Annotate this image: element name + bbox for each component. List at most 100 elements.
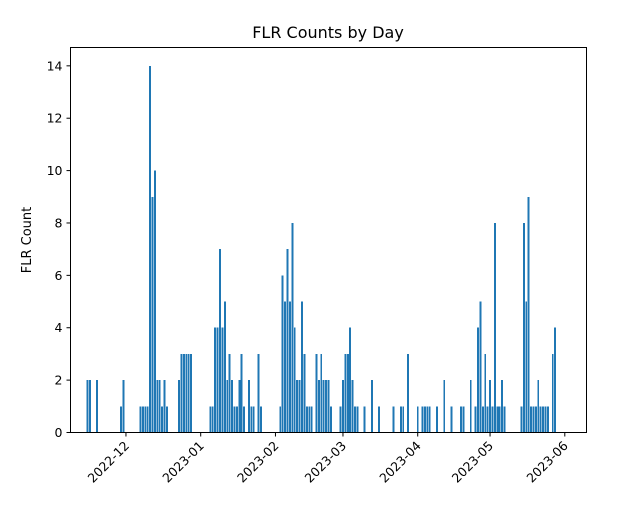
bar-2023-05-22 (539, 406, 542, 433)
bar-2023-05-23 (542, 406, 545, 433)
bar-2022-11-30 (122, 380, 125, 433)
bar-2022-11-29 (120, 406, 123, 433)
bar-2023-01-06 (211, 406, 214, 433)
bar-2022-12-09 (144, 406, 147, 433)
bar-2023-03-01 (342, 380, 344, 433)
y-tick-label: 12 (47, 111, 63, 126)
bar-2023-04-27 (479, 301, 482, 433)
bar-2023-02-06 (286, 249, 289, 433)
bar-2023-02-24 (329, 406, 332, 433)
bar-2023-02-28 (339, 406, 342, 433)
x-tick-label: 2023-06 (523, 438, 571, 486)
bar-2023-05-07 (503, 406, 506, 433)
bar-2023-02-16 (310, 406, 313, 433)
bar-2023-01-13 (228, 353, 231, 433)
bar-2022-11-15 (86, 380, 89, 433)
bar-2023-03-10 (363, 406, 366, 433)
bar-2023-01-05 (209, 406, 212, 433)
bar-2022-12-12 (151, 196, 154, 433)
y-axis-label: FLR Count (20, 207, 35, 274)
bar-2022-12-10 (146, 406, 149, 433)
bar-2023-04-20 (462, 406, 465, 433)
bar-2023-05-28 (554, 327, 557, 433)
bar-2022-12-11 (149, 65, 152, 433)
bar-2022-12-17 (163, 380, 166, 433)
bar-2023-01-07 (214, 327, 217, 433)
bar-2023-05-18 (530, 406, 533, 433)
y-tick-label: 6 (55, 268, 63, 283)
bar-2023-03-28 (407, 353, 410, 433)
bar-2023-01-23 (252, 406, 255, 433)
bar-2023-02-05 (284, 301, 287, 433)
bar-2023-05-17 (527, 196, 530, 433)
bar-2022-12-07 (139, 406, 142, 433)
bar-2023-02-18 (315, 353, 318, 433)
bar-2022-12-14 (156, 380, 159, 433)
bar-2023-01-18 (240, 353, 243, 433)
bar-2023-05-06 (501, 380, 504, 433)
bar-2023-04-30 (486, 406, 489, 433)
bar-2023-05-25 (546, 406, 549, 433)
bar-2022-12-27 (187, 353, 190, 433)
bar-2023-05-19 (532, 406, 535, 433)
bar-2023-04-03 (421, 406, 424, 433)
bar-2023-01-25 (257, 353, 260, 433)
bar-2023-04-05 (426, 406, 429, 433)
bar-2023-05-24 (544, 406, 547, 433)
bar-2023-05-16 (525, 301, 528, 433)
bar-2022-12-25 (182, 353, 185, 433)
x-axis-ticks: 2022-12 2023-01 2023-02 2023-03 2023-04 2023-… (85, 432, 571, 486)
bar-2023-02-14 (305, 406, 308, 433)
bar-2023-01-26 (260, 406, 262, 433)
bar-2023-05-21 (537, 380, 540, 433)
bar-2023-03-16 (378, 406, 381, 433)
bar-2023-03-13 (370, 380, 373, 433)
x-tick-label: 2023-02 (234, 438, 282, 486)
y-tick-label: 2 (55, 373, 63, 388)
x-tick-label: 2023-05 (449, 438, 497, 486)
bar-2023-01-12 (226, 380, 229, 433)
bar-2023-05-02 (491, 406, 494, 433)
bar-2023-04-04 (423, 406, 426, 433)
bar-2023-04-26 (477, 327, 479, 433)
bar-2023-04-28 (481, 406, 484, 433)
bar-2022-12-08 (141, 406, 144, 433)
bar-2022-12-24 (180, 353, 183, 433)
bar-2023-03-25 (399, 406, 402, 433)
bar-2023-04-15 (450, 406, 453, 433)
bar-2022-12-23 (178, 380, 180, 433)
bar-2023-02-04 (281, 275, 284, 433)
x-tick-label: 2023-01 (159, 438, 207, 486)
bar-2023-02-21 (322, 380, 325, 433)
bar-2023-03-02 (344, 353, 347, 433)
bar-series (86, 65, 557, 433)
bar-2023-01-16 (235, 406, 238, 433)
bar-2023-04-09 (436, 406, 438, 433)
bar-2023-01-19 (243, 406, 246, 433)
y-tick-label: 10 (47, 163, 63, 178)
bar-2023-02-15 (308, 406, 311, 433)
bar-2023-03-03 (346, 353, 349, 433)
bar-2023-03-04 (349, 327, 352, 433)
bar-2023-02-22 (325, 380, 328, 433)
bar-2023-04-29 (484, 353, 487, 433)
bar-2023-04-23 (469, 380, 472, 433)
bar-2023-02-23 (327, 380, 330, 433)
bar-2023-01-10 (221, 327, 224, 433)
bar-2023-05-27 (551, 353, 554, 433)
bar-2023-05-03 (493, 222, 496, 433)
bar-2023-02-07 (288, 301, 291, 433)
bar-2023-01-09 (219, 249, 221, 433)
bar-2023-02-20 (320, 353, 323, 433)
bar-2022-11-16 (88, 380, 91, 433)
bar-2022-12-15 (158, 380, 161, 433)
bar-2023-04-01 (416, 406, 419, 433)
bar-2023-05-14 (520, 406, 523, 433)
x-tick-label: 2023-04 (376, 438, 424, 486)
bar-2023-02-12 (301, 301, 303, 433)
bar-2023-03-05 (351, 380, 354, 433)
bar-2023-03-26 (402, 406, 405, 433)
bar-2023-04-06 (428, 406, 431, 433)
bar-2023-01-22 (250, 406, 253, 433)
